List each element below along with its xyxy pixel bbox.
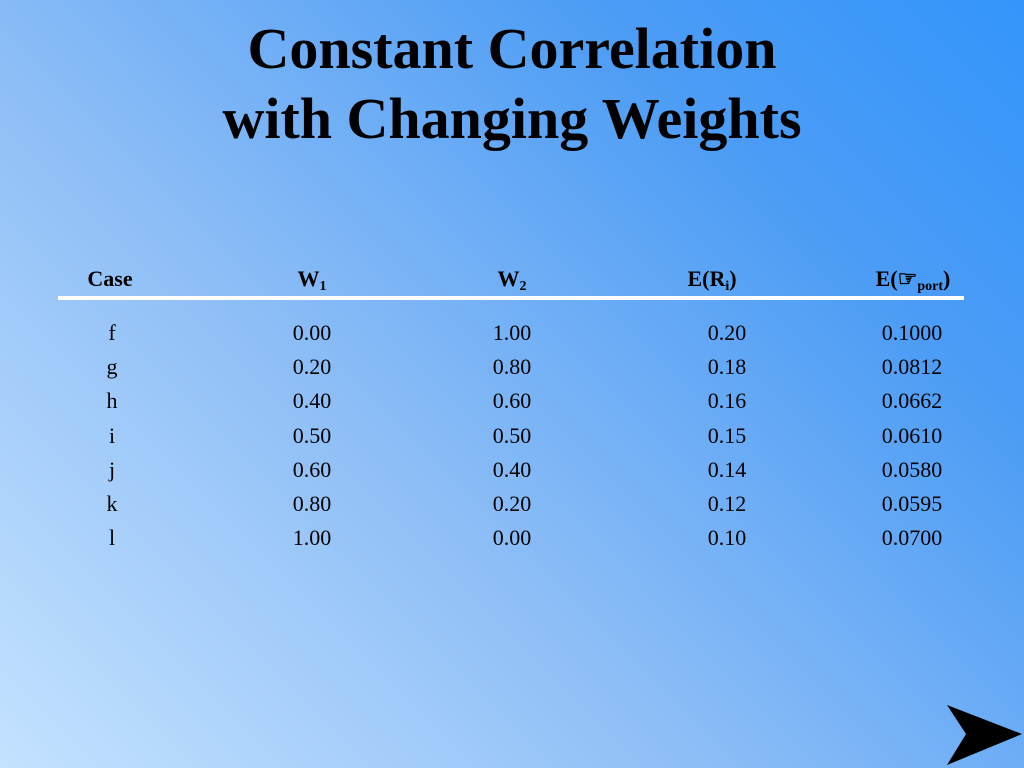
cell-expected-return: 0.16 (707, 388, 747, 414)
cell-w1: 0.20 (292, 354, 332, 380)
table-header: Case W1 W2 E(Ri) E(☞port) (0, 262, 1024, 296)
header-esd-close: ) (943, 266, 951, 291)
header-er-subscript: i (725, 279, 730, 294)
table-row: i 0.50 0.50 0.15 0.0610 (0, 419, 1024, 453)
cell-w2: 0.20 (492, 490, 532, 516)
cell-w1: 0.50 (292, 422, 332, 448)
cell-expected-return: 0.18 (707, 354, 747, 380)
cell-w2: 1.00 (492, 320, 532, 345)
table-row: g 0.20 0.80 0.18 0.0812 (0, 350, 1024, 384)
cell-case: g (106, 354, 118, 380)
header-er-close: ) (729, 266, 737, 291)
header-w1-base: W (297, 266, 320, 291)
table-row: k 0.80 0.20 0.12 0.0595 (0, 487, 1024, 521)
header-w1-subscript: 1 (319, 279, 327, 294)
cell-w1: 1.00 (292, 525, 332, 551)
cell-expected-return: 0.10 (707, 525, 747, 551)
cell-w2: 0.80 (492, 354, 532, 380)
next-slide-arrow-shape (947, 705, 1022, 765)
table-body: f 0.00 1.00 0.20 0.1000 g 0.20 0.80 0.18 0.0812 h 0… (0, 316, 1024, 555)
cell-expected-sigma-port: 0.0610 (881, 422, 943, 448)
cell-w2: 0.60 (492, 388, 532, 414)
cell-w1: 0.80 (292, 490, 332, 516)
cell-case: i (108, 422, 116, 448)
cell-w1: 0.40 (292, 388, 332, 414)
cell-case: k (106, 490, 118, 516)
cell-expected-return: 0.12 (707, 490, 747, 516)
slide-title-line-2: with Changing Weights (222, 86, 802, 151)
slide-title: Constant Correlation with Changing Weigh… (0, 14, 1024, 154)
header-expected-return: E(Ri) (687, 262, 736, 296)
table-row: h 0.40 0.60 0.16 0.0662 (0, 384, 1024, 418)
cell-case: j (108, 456, 116, 482)
cell-w1: 0.00 (292, 320, 332, 345)
header-divider (58, 296, 964, 300)
header-esd-subscript: port (917, 279, 944, 294)
cell-expected-sigma-port: 0.0595 (881, 490, 943, 516)
cell-w2: 0.40 (492, 456, 532, 482)
cell-case: l (108, 525, 116, 551)
cell-w2: 0.50 (492, 422, 532, 448)
header-er-base: E(R (687, 266, 726, 291)
header-case-label: Case (87, 266, 133, 291)
cell-expected-sigma-port: 0.0812 (881, 354, 943, 380)
header-case: Case (87, 262, 132, 296)
header-w1: W1 (298, 262, 327, 296)
next-slide-arrow-icon[interactable] (944, 702, 1024, 768)
header-expected-sigma-port: E(☞port) (876, 262, 951, 296)
table-row: l 1.00 0.00 0.10 0.0700 (0, 521, 1024, 555)
cell-w1: 0.60 (292, 456, 332, 482)
table-row: j 0.60 0.40 0.14 0.0580 (0, 453, 1024, 487)
header-w2-base: W (497, 266, 520, 291)
cell-case: h (106, 388, 118, 414)
hand-pointer-icon: ☞ (897, 266, 918, 291)
header-w2-subscript: 2 (519, 279, 527, 294)
cell-expected-sigma-port: 0.0700 (881, 525, 943, 551)
header-esd-base: E( (875, 266, 898, 291)
cell-expected-return: 0.14 (707, 456, 747, 482)
cell-expected-return: 0.20 (707, 320, 747, 345)
cell-expected-sigma-port: 0.0662 (881, 388, 943, 414)
header-w2: W2 (498, 262, 527, 296)
cell-case: f (108, 320, 116, 345)
slide-title-line-1: Constant Correlation (247, 16, 777, 81)
cell-expected-sigma-port: 0.1000 (881, 320, 943, 345)
cell-expected-sigma-port: 0.0580 (881, 456, 943, 482)
cell-w2: 0.00 (492, 525, 532, 551)
table-row: f 0.00 1.00 0.20 0.1000 (0, 316, 1024, 350)
cell-expected-return: 0.15 (707, 422, 747, 448)
